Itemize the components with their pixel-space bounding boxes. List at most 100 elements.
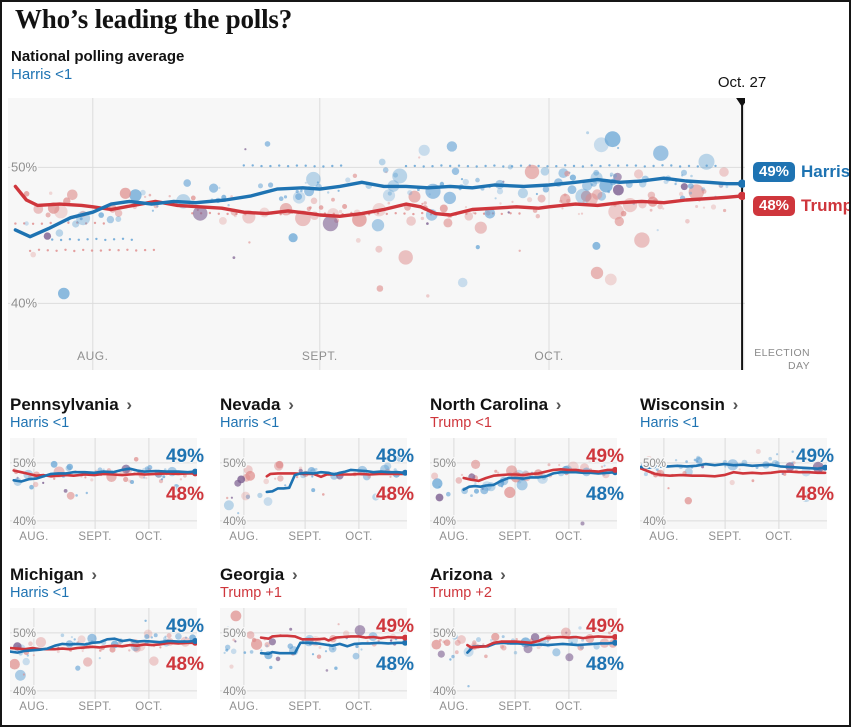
trailing-pct-label: 48% — [585, 484, 624, 505]
svg-text:40%: 40% — [13, 516, 36, 528]
x-axis-months: AUG. SEPT. OCT. — [220, 701, 407, 715]
state-name: Michigan — [10, 565, 84, 584]
harris-name-label: Harris — [801, 162, 851, 181]
state-link[interactable]: Wisconsin › — [640, 395, 738, 415]
state-card-michigan: Michigan › Harris <1 50% 40% 49% 48% AUG.… — [10, 564, 206, 714]
svg-text:AUG.: AUG. — [77, 349, 108, 363]
svg-text:50%: 50% — [433, 458, 456, 470]
election-day-line1: ELECTION — [754, 347, 810, 359]
month-tick-label: OCT. — [345, 531, 373, 543]
svg-text:40%: 40% — [223, 516, 246, 528]
state-link[interactable]: Arizona › — [430, 565, 506, 585]
harris-legend-row: 49% Harris — [753, 162, 851, 182]
svg-text:50%: 50% — [13, 458, 36, 470]
chevron-right-icon: › — [727, 395, 739, 414]
leading-pct-label: 49% — [165, 616, 204, 637]
month-tick-label: AUG. — [649, 531, 679, 543]
svg-text:40%: 40% — [643, 516, 666, 528]
leading-pct-label: 49% — [165, 446, 204, 467]
svg-text:OCT.: OCT. — [534, 349, 563, 363]
trailing-pct-label: 48% — [375, 484, 414, 505]
x-axis-months: AUG. SEPT. OCT. — [10, 531, 197, 545]
svg-text:40%: 40% — [433, 516, 456, 528]
month-tick-label: OCT. — [555, 531, 583, 543]
state-polling-chart: 50% 40% — [10, 608, 197, 699]
month-tick-label: SEPT. — [288, 701, 322, 713]
state-lead-label: Harris <1 — [10, 415, 70, 431]
month-tick-label: SEPT. — [498, 531, 532, 543]
month-tick-label: OCT. — [135, 701, 163, 713]
state-lead-label: Harris <1 — [220, 415, 280, 431]
svg-text:SEPT.: SEPT. — [302, 349, 338, 363]
candidate-legend: 49% Harris 48% Trump — [753, 162, 851, 230]
month-tick-label: SEPT. — [78, 701, 112, 713]
election-day-label: ELECTION DAY — [746, 347, 810, 373]
svg-text:50%: 50% — [643, 458, 666, 470]
state-polling-chart: 50% 40% — [10, 438, 197, 529]
trailing-pct-label: 48% — [795, 484, 834, 505]
svg-text:50%: 50% — [223, 458, 246, 470]
month-tick-label: SEPT. — [498, 701, 532, 713]
state-polling-chart: 50% 40% — [640, 438, 827, 529]
svg-text:40%: 40% — [223, 686, 246, 698]
chevron-right-icon: › — [495, 565, 506, 584]
x-axis-months: AUG. SEPT. OCT. — [10, 701, 197, 715]
state-polling-chart: 50% 40% — [430, 608, 617, 699]
national-polling-chart: 50% 40% AUG. SEPT. OCT. — [8, 98, 745, 370]
state-lead-label: Trump +1 — [220, 585, 282, 601]
month-tick-label: OCT. — [555, 701, 583, 713]
page-title: Who’s leading the polls? — [15, 4, 292, 34]
month-tick-label: AUG. — [229, 701, 259, 713]
chevron-right-icon: › — [86, 565, 98, 584]
month-tick-label: AUG. — [439, 701, 469, 713]
latest-date-label: Oct. 27 — [717, 74, 767, 91]
chevron-right-icon: › — [121, 395, 133, 414]
x-axis-months: AUG. SEPT. OCT. — [640, 531, 827, 545]
election-day-line2: DAY — [787, 360, 810, 373]
month-tick-label: AUG. — [229, 531, 259, 543]
svg-text:50%: 50% — [13, 628, 36, 640]
svg-text:50%: 50% — [223, 628, 246, 640]
x-axis-months: AUG. SEPT. OCT. — [430, 701, 617, 715]
chevron-right-icon: › — [283, 395, 294, 414]
month-tick-label: AUG. — [19, 531, 49, 543]
leading-pct-label: 48% — [375, 446, 414, 467]
state-card-pennsylvania: Pennsylvania › Harris <1 50% 40% 49% 48% … — [10, 394, 206, 544]
trump-percentage-badge: 48% — [753, 196, 796, 216]
svg-text:40%: 40% — [13, 686, 36, 698]
svg-text:40%: 40% — [433, 686, 456, 698]
x-axis-months: AUG. SEPT. OCT. — [220, 531, 407, 545]
state-lead-label: Harris <1 — [10, 585, 70, 601]
state-name: Nevada — [220, 395, 281, 414]
state-name: Wisconsin — [640, 395, 725, 414]
state-link[interactable]: Georgia › — [220, 565, 298, 585]
state-card-north-carolina: North Carolina › Trump <1 50% 40% 49% 48%… — [430, 394, 626, 544]
state-link[interactable]: North Carolina › — [430, 395, 561, 415]
chevron-right-icon: › — [551, 395, 562, 414]
trailing-pct-label: 48% — [165, 484, 204, 505]
chevron-right-icon: › — [287, 565, 298, 584]
national-chart-subtitle: Harris <1 — [11, 66, 73, 83]
state-link[interactable]: Pennsylvania › — [10, 395, 132, 415]
state-polling-chart: 50% 40% — [220, 608, 407, 699]
state-lead-label: Harris <1 — [640, 415, 700, 431]
leading-pct-label: 49% — [795, 446, 834, 467]
month-tick-label: OCT. — [135, 531, 163, 543]
svg-text:50%: 50% — [11, 159, 37, 174]
leading-pct-label: 49% — [375, 616, 414, 637]
state-link[interactable]: Nevada › — [220, 395, 294, 415]
trump-legend-row: 48% Trump — [753, 196, 849, 216]
state-lead-label: Trump <1 — [430, 415, 492, 431]
state-name: Pennsylvania — [10, 395, 119, 414]
state-card-arizona: Arizona › Trump +2 50% 40% 49% 48% AUG. SE… — [430, 564, 626, 714]
state-card-nevada: Nevada › Harris <1 50% 40% 48% 48% AUG. SE… — [220, 394, 416, 544]
state-link[interactable]: Michigan › — [10, 565, 97, 585]
month-tick-label: SEPT. — [708, 531, 742, 543]
month-tick-label: SEPT. — [288, 531, 322, 543]
harris-percentage-badge: 49% — [753, 162, 796, 182]
x-axis-months: AUG. SEPT. OCT. — [430, 531, 617, 545]
svg-text:50%: 50% — [433, 628, 456, 640]
leading-pct-label: 49% — [585, 446, 624, 467]
trailing-pct-label: 48% — [165, 654, 204, 675]
